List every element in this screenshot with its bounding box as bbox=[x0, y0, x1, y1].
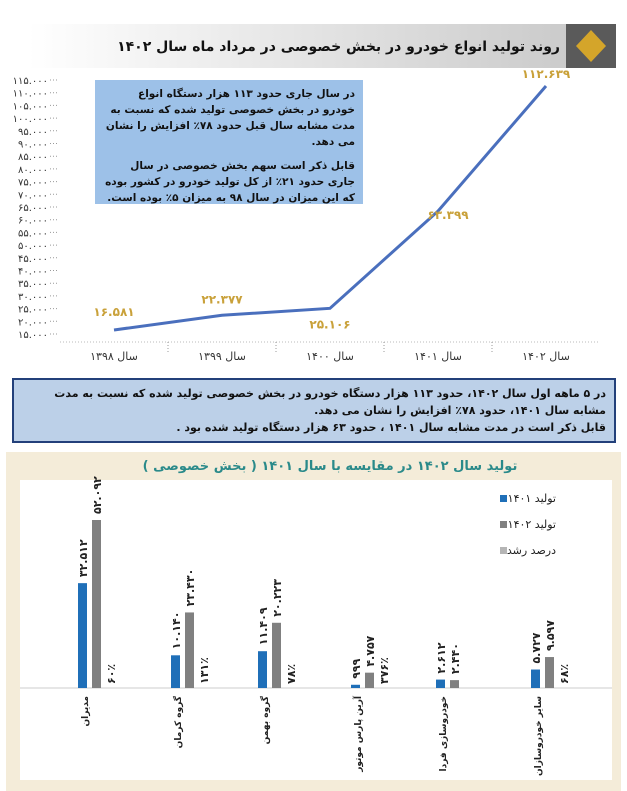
legend-swatch bbox=[500, 495, 507, 502]
data-label: ۵۲.۰۹۲ bbox=[91, 476, 104, 514]
y-tick-label: ۹۰.۰۰۰ bbox=[18, 140, 48, 151]
legend-label: تولید ۱۴۰۲ bbox=[508, 518, 556, 531]
x-tick-label: سال ۱۴۰۱ bbox=[414, 350, 462, 363]
y-tick-label: ۵۰.۰۰۰ bbox=[18, 241, 48, 252]
bar bbox=[365, 672, 374, 688]
bar bbox=[436, 679, 445, 688]
x-tick-label: سال ۱۳۹۹ bbox=[198, 350, 246, 363]
summary-box: در ۵ ماهه اول سال ۱۴۰۲، حدود ۱۱۳ هزار دس… bbox=[12, 378, 616, 443]
annotation: در سال جاری حدود ۱۱۳ هزار دستگاه انواع خ… bbox=[105, 88, 355, 148]
data-label: ۶۸٪ bbox=[558, 664, 571, 684]
data-label: ۱۳۱٪ bbox=[198, 657, 211, 684]
data-label: ۷۸٪ bbox=[285, 664, 298, 684]
data-label: ۹۹۹ bbox=[350, 658, 363, 678]
y-tick-label: ۸۵.۰۰۰ bbox=[18, 152, 48, 163]
y-tick-label: ۱۰۰.۰۰۰ bbox=[13, 114, 48, 125]
bar bbox=[450, 680, 459, 688]
y-tick-label: ۶۵.۰۰۰ bbox=[18, 203, 48, 214]
y-tick-label: ۸۰.۰۰۰ bbox=[18, 165, 48, 176]
x-tick-label: سال ۱۴۰۲ bbox=[522, 350, 570, 363]
legend-swatch bbox=[500, 547, 507, 554]
bar bbox=[185, 612, 194, 688]
bar bbox=[92, 520, 101, 688]
y-tick-label: ۴۰.۰۰۰ bbox=[18, 267, 48, 278]
line-chart: روند تولید انواع خودرو در بخش خصوصی در م… bbox=[13, 24, 616, 363]
chart-title: تولید سال ۱۴۰۲ در مقایسه با سال ۱۴۰۱ ( ب… bbox=[143, 459, 518, 474]
legend-swatch bbox=[500, 521, 507, 528]
header-icon bbox=[576, 30, 606, 62]
y-tick-label: ۷۵.۰۰۰ bbox=[18, 178, 48, 189]
data-label: ۴.۷۵۷ bbox=[364, 635, 377, 666]
data-label: ۲.۶۱۲ bbox=[435, 642, 448, 673]
y-tick-label: ۱۵.۰۰۰ bbox=[18, 330, 48, 341]
line bbox=[113, 85, 548, 332]
header-bar bbox=[28, 24, 588, 68]
y-tick-label: ۴۵.۰۰۰ bbox=[18, 254, 48, 265]
y-tick-label: ۳۵.۰۰۰ bbox=[18, 279, 48, 290]
bar bbox=[258, 651, 267, 688]
data-label: ۱۰.۱۴۰ bbox=[170, 612, 183, 650]
y-tick-label: ۶۰.۰۰۰ bbox=[18, 216, 48, 227]
annotation: قابل ذکر است سهم بخش خصوصی در سال جاری ح… bbox=[105, 160, 355, 204]
data-label: ۱۱.۴۰۹ bbox=[257, 607, 270, 645]
x-tick-label: مدیران bbox=[81, 696, 91, 727]
annotation-box: در سال جاری حدود ۱۱۳ هزار دستگاه انواع خ… bbox=[95, 80, 363, 204]
data-label: ۶۰٪ bbox=[105, 664, 118, 684]
data-label: ۱۶.۵۸۱ bbox=[93, 305, 134, 319]
y-tick-label: ۹۵.۰۰۰ bbox=[18, 127, 48, 138]
data-label: ۲۲.۳۷۷ bbox=[201, 292, 243, 306]
data-label: ۱۱۲.۶۳۹ bbox=[522, 67, 571, 81]
y-tick-label: ۵۵.۰۰۰ bbox=[18, 228, 48, 239]
bar bbox=[351, 684, 360, 688]
x-tick-label: سایر خودروسازان bbox=[534, 696, 544, 776]
data-label: ۲۰.۲۲۳ bbox=[271, 579, 284, 617]
chart-title: روند تولید انواع خودرو در بخش خصوصی در م… bbox=[117, 39, 560, 55]
y-tick-label: ۲۵.۰۰۰ bbox=[18, 305, 48, 316]
data-label: ۳۲.۵۱۲ bbox=[77, 539, 90, 577]
data-label: ۹.۵۹۷ bbox=[544, 620, 557, 651]
plot-bg bbox=[20, 480, 612, 780]
y-tick-label: ۲۰.۰۰۰ bbox=[18, 317, 48, 328]
x-tick-label: سال ۱۴۰۰ bbox=[306, 350, 354, 363]
summary-text: قابل ذکر است در مدت مشابه سال ۱۴۰۱ ، حدو… bbox=[176, 421, 606, 434]
y-tick-label: ۱۱۵.۰۰۰ bbox=[13, 76, 48, 87]
legend-label: درصد رشد bbox=[507, 544, 556, 557]
y-tick-label: ۱۰۵.۰۰۰ bbox=[13, 101, 48, 112]
data-label: ۶۳.۳۹۹ bbox=[427, 208, 469, 222]
x-tick-label: آرین پارس موتور bbox=[352, 695, 364, 773]
data-label: ۲.۴۴۰ bbox=[449, 643, 462, 674]
data-label: ۵.۷۲۷ bbox=[530, 632, 543, 663]
data-label: ۲۵.۱۰۶ bbox=[309, 317, 350, 331]
bar bbox=[171, 655, 180, 688]
y-tick-label: ۱۱۰.۰۰۰ bbox=[13, 89, 48, 100]
summary-text: در ۵ ماهه اول سال ۱۴۰۲، حدود ۱۱۳ هزار دس… bbox=[54, 387, 606, 417]
bar bbox=[545, 657, 554, 688]
data-label: ۲۳.۴۳۰ bbox=[184, 569, 197, 607]
x-tick-label: گروه بهمن bbox=[259, 695, 271, 744]
x-tick-label: سال ۱۳۹۸ bbox=[90, 350, 138, 363]
x-tick-label: گروه کرمان bbox=[172, 695, 184, 748]
y-tick-label: ۷۰.۰۰۰ bbox=[18, 190, 48, 201]
y-tick-label: ۳۰.۰۰۰ bbox=[18, 292, 48, 303]
bar bbox=[531, 669, 540, 688]
bar bbox=[78, 583, 87, 688]
x-tick-label: خودروسازی فردا bbox=[439, 696, 449, 772]
data-label: ۳۷۶٪ bbox=[378, 657, 391, 684]
legend-label: تولید ۱۴۰۱ bbox=[508, 492, 556, 505]
bar bbox=[272, 622, 281, 688]
